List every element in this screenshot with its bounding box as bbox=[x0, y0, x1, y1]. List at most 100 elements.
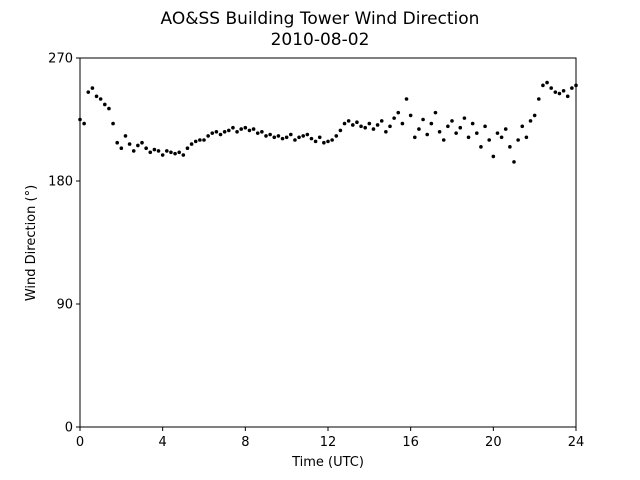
data-point bbox=[255, 131, 260, 135]
data-point bbox=[400, 121, 405, 126]
data-point bbox=[450, 119, 454, 123]
data-point bbox=[301, 134, 306, 138]
data-point bbox=[289, 132, 293, 137]
data-point bbox=[458, 125, 463, 130]
data-point bbox=[107, 106, 111, 111]
data-point bbox=[148, 150, 153, 155]
data-point bbox=[160, 153, 165, 157]
data-point bbox=[297, 135, 301, 140]
data-point bbox=[90, 86, 95, 90]
data-point bbox=[313, 139, 318, 144]
data-point bbox=[227, 128, 231, 133]
data-point bbox=[545, 80, 549, 85]
data-point bbox=[82, 121, 86, 126]
data-point bbox=[425, 132, 430, 137]
data-point bbox=[305, 132, 310, 137]
data-point bbox=[396, 110, 401, 115]
data-point bbox=[317, 135, 322, 140]
data-point bbox=[181, 153, 186, 157]
data-point bbox=[326, 139, 330, 144]
data-point bbox=[198, 138, 202, 142]
data-point bbox=[557, 91, 562, 96]
y-tick-label: 180 bbox=[48, 175, 73, 190]
data-point bbox=[446, 124, 450, 129]
data-point bbox=[417, 127, 421, 131]
data-point bbox=[94, 94, 99, 99]
data-point bbox=[268, 132, 272, 137]
data-point bbox=[561, 89, 566, 93]
data-point bbox=[375, 123, 380, 127]
y-tick-label: 270 bbox=[48, 52, 73, 67]
data-point bbox=[214, 130, 219, 134]
data-point bbox=[379, 119, 384, 123]
data-point bbox=[272, 135, 277, 140]
data-point bbox=[202, 138, 206, 142]
data-point bbox=[334, 134, 339, 138]
data-point bbox=[371, 127, 376, 131]
data-point bbox=[264, 134, 268, 138]
data-point bbox=[185, 146, 190, 150]
data-point bbox=[330, 138, 334, 142]
data-point bbox=[553, 90, 558, 94]
data-point bbox=[140, 140, 144, 145]
x-tick-label: 24 bbox=[568, 435, 585, 450]
chart-title: AO&SS Building Tower Wind Direction bbox=[161, 9, 480, 29]
data-point bbox=[565, 94, 570, 99]
data-point bbox=[144, 146, 148, 150]
data-point bbox=[441, 138, 446, 142]
data-point bbox=[541, 83, 545, 88]
data-point bbox=[429, 121, 434, 126]
data-point bbox=[173, 151, 177, 156]
data-point bbox=[111, 121, 115, 126]
data-point bbox=[508, 145, 512, 149]
data-point bbox=[384, 130, 388, 134]
x-tick-label: 16 bbox=[402, 435, 419, 450]
data-point bbox=[222, 130, 227, 134]
data-point bbox=[210, 131, 215, 135]
x-tick-label: 20 bbox=[485, 435, 502, 450]
data-point bbox=[136, 143, 140, 148]
data-point bbox=[342, 121, 347, 126]
data-point bbox=[495, 131, 500, 135]
data-point bbox=[528, 119, 533, 123]
data-point bbox=[537, 97, 541, 101]
data-point bbox=[177, 150, 181, 155]
data-point bbox=[532, 113, 537, 118]
data-point bbox=[408, 113, 413, 118]
data-point bbox=[470, 121, 475, 126]
data-point bbox=[503, 127, 508, 131]
data-point bbox=[276, 134, 281, 138]
data-point bbox=[309, 136, 314, 141]
data-point bbox=[499, 135, 504, 140]
data-point bbox=[346, 119, 351, 123]
data-point bbox=[475, 131, 479, 135]
data-point bbox=[421, 117, 425, 122]
x-axis-label: Time (UTC) bbox=[291, 455, 364, 470]
data-point bbox=[433, 110, 438, 115]
data-point bbox=[119, 146, 124, 150]
data-point bbox=[115, 140, 119, 145]
y-tick-label: 90 bbox=[56, 298, 73, 313]
data-point bbox=[280, 136, 285, 141]
data-point bbox=[388, 124, 392, 129]
data-point bbox=[338, 128, 343, 133]
data-point bbox=[574, 83, 578, 88]
data-point bbox=[524, 135, 529, 140]
data-point bbox=[479, 145, 483, 149]
data-point bbox=[239, 127, 243, 131]
data-point bbox=[235, 130, 239, 134]
data-point bbox=[189, 142, 194, 146]
data-point bbox=[165, 149, 169, 153]
x-tick-label: 12 bbox=[320, 435, 337, 450]
data-point bbox=[243, 125, 248, 130]
data-point bbox=[218, 132, 223, 137]
data-point bbox=[570, 86, 574, 90]
data-point bbox=[351, 123, 355, 127]
data-point bbox=[487, 138, 492, 142]
data-point bbox=[169, 150, 173, 155]
data-point bbox=[127, 142, 132, 146]
data-point bbox=[152, 147, 157, 152]
data-point bbox=[516, 138, 520, 142]
data-point bbox=[322, 140, 326, 145]
